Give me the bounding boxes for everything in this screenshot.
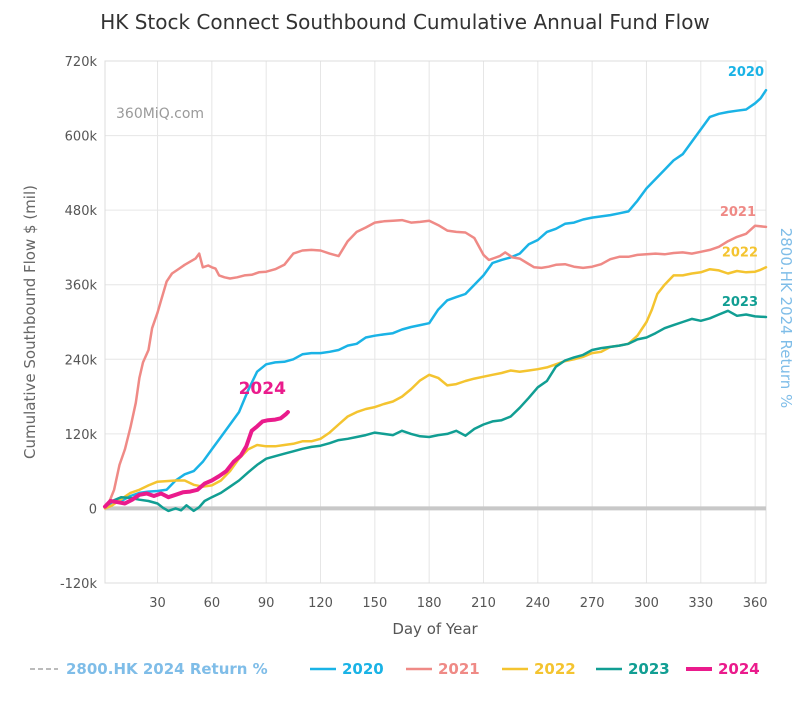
gridlines (105, 60, 766, 584)
x-tick-label: 270 (580, 596, 605, 611)
x-tick-label: 60 (204, 596, 221, 611)
legend-label: 2800.HK 2024 Return % (66, 660, 268, 678)
x-axis-tick-labels: 30 60 90 120 150 180 210 240 270 300 330 360 (149, 596, 767, 611)
x-tick-label: 240 (525, 596, 550, 611)
legend-label: 2022 (534, 660, 576, 678)
legend-label: 2024 (718, 660, 760, 678)
legend-item-2023: 2023 (596, 660, 670, 678)
series-line-2022 (103, 266, 768, 510)
legend-item-2021: 2021 (406, 660, 480, 678)
x-tick-label: 300 (634, 596, 659, 611)
x-tick-label: 150 (362, 596, 387, 611)
legend-item-2024: 2024 (686, 660, 760, 678)
legend-item-2800hk: 2800.HK 2024 Return % (30, 660, 268, 678)
legend: 2800.HK 2024 Return % 2020 2021 2022 2023 202… (30, 660, 760, 678)
series-line-2023 (103, 309, 768, 513)
x-tick-label: 120 (308, 596, 333, 611)
secondary-y-axis-title: 2800.HK 2024 Return % (777, 228, 795, 409)
x-tick-label: 330 (688, 596, 713, 611)
series-lines (103, 88, 768, 513)
series-end-label-2023: 2023 (722, 295, 758, 310)
plot-area-border (104, 60, 767, 584)
series-line-2024 (103, 410, 290, 509)
series-line-2020 (103, 88, 768, 509)
chart-title: HK Stock Connect Southbound Cumulative A… (100, 10, 710, 34)
y-axis-tick-labels: -120k 0 120k 240k 360k 480k 600k 720k (60, 55, 98, 592)
legend-item-2020: 2020 (310, 660, 384, 678)
legend-label: 2020 (342, 660, 384, 678)
x-axis-title: Day of Year (392, 620, 478, 638)
y-tick-label: 240k (65, 353, 98, 368)
series-end-label-2021: 2021 (720, 205, 756, 220)
y-tick-label: 0 (89, 502, 97, 517)
x-tick-label: 90 (258, 596, 275, 611)
y-tick-label: 720k (65, 55, 98, 70)
watermark: 360MiQ.com (116, 106, 204, 122)
series-end-labels: 2020 2021 2022 2023 2024 (239, 65, 764, 399)
x-tick-label: 180 (417, 596, 442, 611)
series-end-label-2022: 2022 (722, 245, 758, 260)
y-tick-label: 120k (65, 428, 98, 443)
y-tick-label: 360k (65, 279, 98, 294)
y-tick-label: 480k (65, 204, 98, 219)
legend-label: 2021 (438, 660, 480, 678)
x-tick-label: 210 (471, 596, 496, 611)
y-tick-label: -120k (60, 577, 98, 592)
y-tick-label: 600k (65, 130, 98, 145)
y-axis-title: Cumulative Southbound Flow $ (mil) (21, 185, 39, 459)
series-line-2021 (103, 218, 768, 508)
x-tick-label: 30 (149, 596, 166, 611)
legend-item-2022: 2022 (502, 660, 576, 678)
series-end-label-2020: 2020 (728, 65, 764, 80)
legend-label: 2023 (628, 660, 670, 678)
series-end-label-2024: 2024 (239, 379, 286, 399)
x-tick-label: 360 (743, 596, 768, 611)
